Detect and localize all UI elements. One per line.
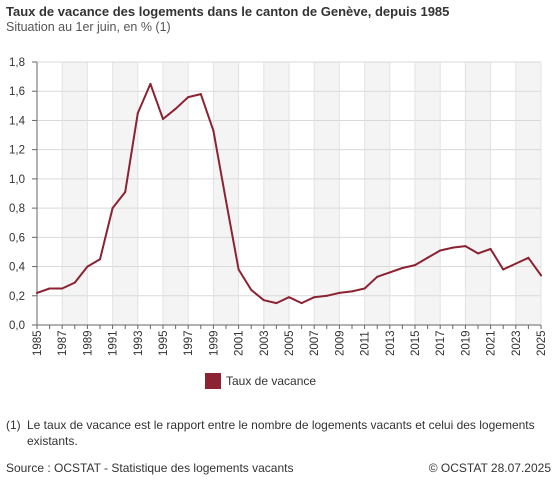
data-point: [426, 256, 429, 259]
x-tick-label: 2003: [259, 330, 271, 356]
data-point: [514, 262, 517, 265]
y-tick-label: 0,4: [9, 262, 26, 274]
data-point: [363, 287, 366, 290]
chart-subtitle: Situation au 1er juin, en % (1): [6, 20, 171, 34]
data-point: [111, 207, 114, 210]
footnote: (1) Le taux de vacance est le rapport en…: [6, 417, 546, 449]
data-point: [477, 252, 479, 255]
x-tick-label: 2005: [284, 330, 296, 356]
y-tick-label: 1,6: [9, 86, 25, 98]
data-point: [36, 291, 38, 294]
y-tick-label: 0,2: [9, 291, 25, 303]
legend-label: Taux de vacance: [226, 374, 317, 388]
y-tick-label: 0,8: [9, 203, 25, 215]
data-point: [262, 299, 265, 302]
x-tick-label: 1987: [57, 330, 69, 356]
data-point: [61, 287, 64, 290]
data-point: [376, 275, 379, 278]
data-point: [325, 294, 328, 297]
data-point: [187, 96, 190, 99]
y-tick-label: 1,2: [9, 145, 25, 157]
x-tick-label: 1997: [183, 330, 195, 356]
grid-band: [515, 62, 541, 325]
x-tick-label: 2019: [460, 330, 472, 356]
data-point: [502, 268, 505, 271]
data-point: [99, 258, 101, 261]
x-tick-label: 2011: [360, 331, 372, 356]
x-tick-label: 1999: [208, 330, 220, 356]
data-point: [351, 290, 353, 293]
grid-band: [364, 62, 390, 325]
grid-band: [465, 62, 491, 325]
data-point: [451, 246, 454, 249]
grid-band: [62, 62, 88, 325]
grid-band: [314, 62, 340, 325]
x-tick-label: 1993: [133, 330, 145, 356]
x-tick-label: 1991: [108, 330, 120, 356]
data-point: [401, 267, 404, 270]
data-point: [162, 117, 164, 120]
x-tick-label: 2013: [385, 330, 397, 356]
x-tick-label: 1995: [158, 330, 170, 356]
data-point: [212, 129, 215, 132]
data-point: [275, 302, 278, 305]
y-tick-label: 1,8: [9, 57, 25, 69]
data-point: [540, 274, 542, 277]
data-point: [174, 107, 177, 110]
data-point: [414, 264, 416, 267]
x-tick-label: 2023: [511, 330, 523, 356]
y-tick-label: 0,0: [9, 320, 25, 332]
data-point: [527, 256, 530, 259]
y-tick-label: 0,6: [9, 232, 25, 244]
data-point: [300, 302, 303, 305]
copyright-note: © OCSTAT 28.07.2025: [428, 461, 551, 475]
data-point: [464, 245, 467, 248]
legend: Taux de vacance: [205, 373, 316, 389]
data-point: [237, 268, 240, 271]
data-point: [86, 265, 89, 268]
data-point: [313, 296, 316, 299]
x-tick-label: 2017: [435, 330, 447, 356]
data-point: [338, 291, 341, 294]
grid-band: [213, 62, 239, 325]
data-point: [388, 271, 391, 274]
x-tick-label: 1989: [82, 330, 94, 356]
data-point: [250, 288, 253, 291]
y-tick-label: 1,4: [9, 115, 26, 127]
data-point: [136, 112, 139, 115]
y-tick-label: 1,0: [9, 174, 25, 186]
x-tick-label: 2007: [309, 330, 321, 356]
data-point: [149, 82, 152, 85]
data-point: [73, 281, 76, 284]
grid-band: [263, 62, 289, 325]
grid-band: [163, 62, 189, 325]
x-tick-label: 2009: [334, 330, 346, 356]
x-tick-label: 1985: [32, 330, 44, 356]
x-tick-label: 2021: [486, 330, 498, 356]
x-tick-label: 2025: [536, 330, 548, 356]
x-tick-label: 2015: [410, 330, 422, 356]
grid-band: [415, 62, 441, 325]
data-point: [48, 287, 51, 290]
data-point: [124, 191, 127, 194]
footnote-text: Le taux de vacance est le rapport entre …: [27, 418, 535, 448]
data-point: [288, 296, 290, 299]
footnote-number: (1): [6, 418, 21, 432]
source-note: Source : OCSTAT - Statistique des logeme…: [6, 461, 294, 475]
data-point: [439, 249, 442, 252]
chart-title: Taux de vacance des logements dans le ca…: [6, 4, 450, 19]
legend-swatch: [205, 373, 221, 389]
data-point: [199, 93, 202, 96]
data-point: [225, 199, 227, 202]
x-tick-label: 2001: [234, 330, 246, 356]
data-point: [489, 248, 492, 251]
